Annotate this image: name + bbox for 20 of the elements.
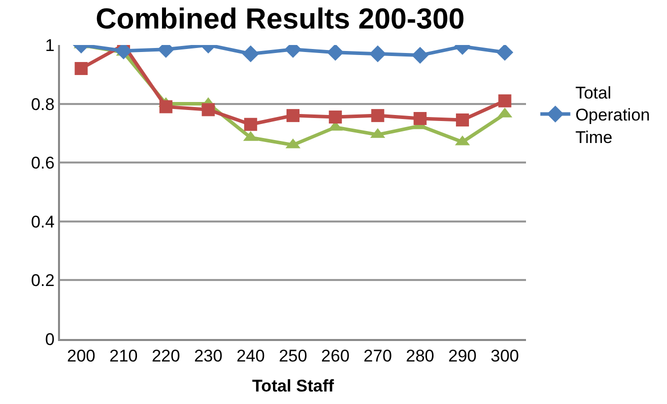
x-tick-label: 290: [448, 346, 477, 366]
y-tick-label: 0.6: [30, 154, 55, 173]
y-tick-label: 0.2: [30, 271, 55, 290]
x-tick-label: 260: [321, 346, 350, 366]
x-tick-label: 220: [152, 346, 180, 366]
y-tick-label: 0: [45, 330, 55, 349]
y-tick-label: 0.4: [30, 212, 55, 232]
x-tick-label: 300: [490, 346, 520, 366]
y-tick-label: 1: [45, 36, 55, 55]
legend-label: Total Operation Time: [575, 84, 650, 147]
x-tick-label: 230: [194, 346, 222, 366]
y-tick-label: 0.8: [30, 94, 55, 114]
x-tick-label: 210: [109, 346, 138, 366]
x-tick-label: 280: [406, 346, 434, 366]
x-tick-label: 240: [236, 346, 265, 366]
x-axis-title: Total Staff: [252, 376, 334, 396]
chart-title: Combined Results 200-300: [96, 3, 465, 36]
x-tick-label: 200: [66, 346, 96, 366]
x-tick-label: 250: [278, 346, 308, 366]
x-tick-label: 270: [364, 346, 392, 366]
